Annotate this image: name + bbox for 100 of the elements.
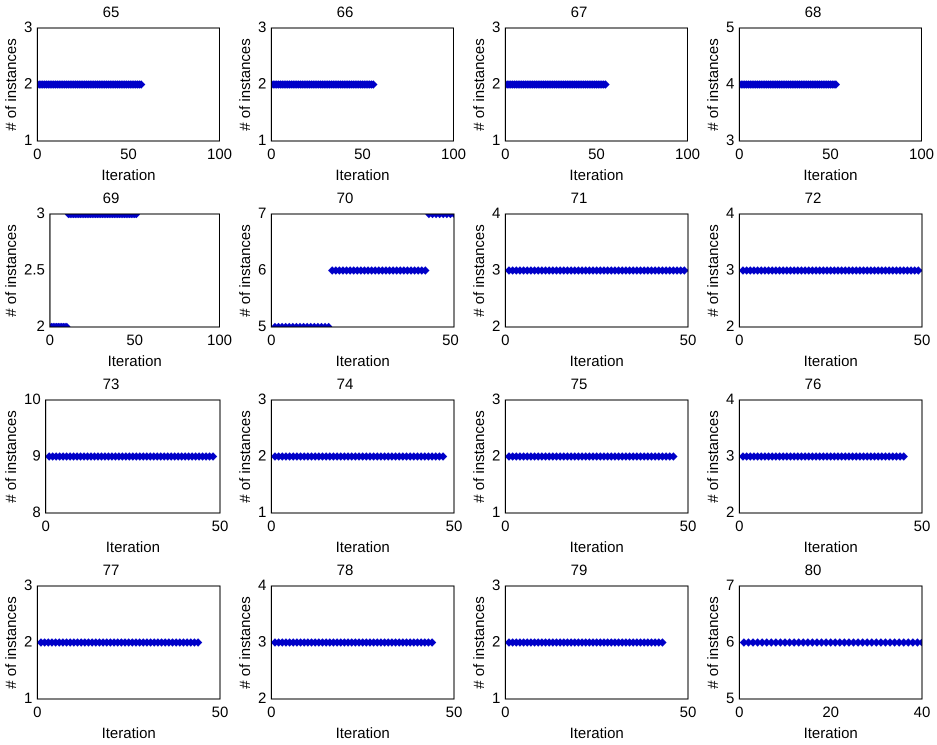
y-axis-title: # of instances [237,410,254,503]
y-tick-label: 3 [258,634,266,651]
y-axis-title: # of instances [705,410,722,503]
chart-title: 74 [336,376,354,394]
x-tick-label: 50 [680,332,696,350]
x-tick-label: 50 [446,704,462,722]
chart-title: 72 [804,190,822,208]
chart-title: 65 [102,4,120,22]
x-tick-label: 100 [206,332,232,350]
x-axis-title: Iteration [570,539,624,556]
x-tick-label: 20 [822,704,840,722]
y-axis-title: # of instances [471,38,488,131]
y-tick-label: 4 [726,391,734,408]
chart-title: 78 [336,562,354,580]
x-tick-label: 50 [446,518,462,536]
x-axis-title: Iteration [804,353,858,370]
x-tick-label: 50 [354,146,371,164]
y-tick-label: 2.5 [24,262,45,279]
y-axis-title: # of instances [471,596,488,689]
y-tick-label: 3 [258,391,266,408]
y-tick-label: 1 [24,690,32,708]
y-axis-title: # of instances [237,596,254,689]
x-tick-label: 50 [914,332,930,350]
y-tick-label: 9 [32,448,41,465]
y-tick-label: 2 [726,504,734,522]
y-axis-title: # of instances [3,38,20,131]
x-tick-label: 50 [212,704,228,722]
y-tick-label: 5 [726,19,734,36]
y-tick-label: 3 [24,19,32,36]
y-tick-label: 2 [492,318,500,336]
y-tick-label: 3 [492,391,500,408]
chart-title: 69 [102,190,120,208]
x-tick-label: 0 [735,518,744,536]
x-tick-label: 100 [908,146,934,164]
y-axis-title: # of instances [705,224,722,317]
chart-title: 75 [570,376,588,394]
y-tick-label: 3 [492,577,500,594]
x-axis-title: Iteration [569,167,624,184]
x-tick-label: 0 [267,704,276,722]
x-tick-label: 0 [501,704,510,722]
y-tick-label: 1 [258,132,266,150]
y-tick-label: 2 [726,318,734,336]
x-tick-label: 0 [501,146,510,164]
x-tick-label: 0 [267,518,276,536]
y-tick-label: 7 [258,205,266,222]
x-axis-title: Iteration [336,725,390,742]
chart-title: 66 [336,4,354,22]
y-tick-label: 10 [24,391,41,408]
y-tick-label: 3 [258,19,266,36]
y-tick-label: 2 [258,690,266,708]
x-axis-title: Iteration [102,725,156,742]
y-tick-label: 2 [36,318,45,336]
x-tick-label: 50 [680,518,696,536]
y-tick-label: 2 [492,634,500,651]
chart-title: 68 [804,4,822,22]
y-tick-label: 7 [726,577,734,594]
x-axis-title: Iteration [804,539,858,556]
y-tick-label: 1 [492,504,500,522]
y-tick-label: 3 [726,132,734,150]
y-tick-label: 2 [492,76,500,93]
x-tick-label: 40 [914,704,930,722]
x-axis-title: Iteration [803,167,858,184]
x-tick-label: 50 [822,146,839,164]
x-axis-title: Iteration [570,725,624,742]
y-tick-label: 2 [258,76,266,93]
y-tick-label: 2 [24,76,32,93]
y-axis-title: # of instances [471,410,488,503]
y-tick-label: 4 [726,76,734,93]
y-tick-label: 3 [36,205,45,222]
x-axis-title: Iteration [570,353,624,370]
x-tick-label: 0 [501,332,510,350]
x-tick-label: 0 [33,704,42,722]
chart-title: 70 [336,190,354,208]
y-tick-label: 4 [492,205,500,222]
y-tick-label: 1 [258,504,266,522]
y-tick-label: 1 [492,690,500,708]
x-tick-label: 50 [588,146,605,164]
x-tick-label: 0 [735,146,744,164]
y-axis-title: # of instances [705,38,722,131]
x-axis-title: Iteration [336,353,390,370]
x-tick-label: 0 [46,332,54,350]
y-axis-title: # of instances [3,410,20,503]
x-tick-label: 50 [914,518,930,536]
y-tick-label: 2 [24,634,32,651]
x-tick-label: 50 [212,518,228,536]
y-tick-label: 4 [258,577,266,594]
x-tick-label: 50 [442,332,459,350]
y-tick-label: 5 [258,318,266,336]
y-axis-title: # of instances [705,596,722,689]
y-axis-title: # of instances [237,38,254,131]
x-axis-title: Iteration [336,539,390,556]
y-tick-label: 2 [258,448,266,465]
y-tick-label: 3 [492,262,500,279]
x-tick-label: 0 [735,332,744,350]
chart-title: 73 [102,376,120,394]
x-tick-label: 50 [120,146,137,164]
y-tick-label: 1 [24,132,32,150]
y-tick-label: 2 [492,448,500,465]
y-tick-label: 4 [726,205,734,222]
chart-title: 67 [570,4,588,22]
